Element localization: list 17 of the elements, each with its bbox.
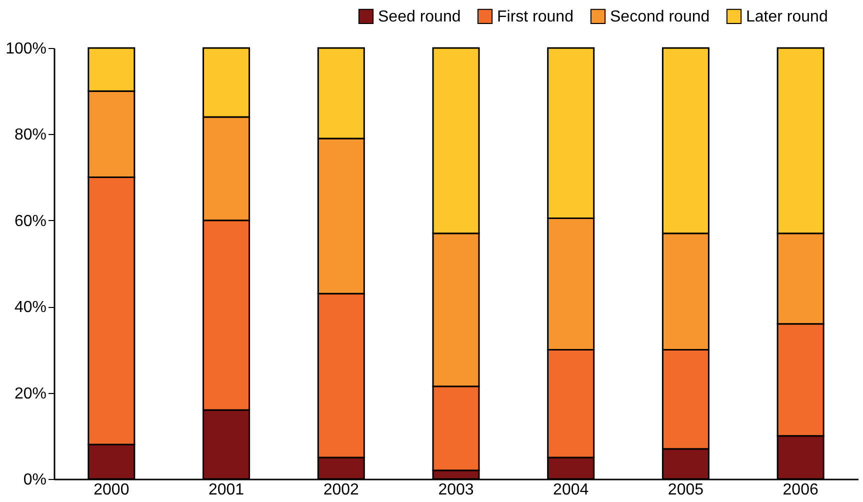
y-tick-label: 40%	[14, 299, 46, 316]
legend-label: Later round	[746, 8, 828, 26]
x-tick-label: 2001	[208, 482, 244, 498]
x-tick-label: 2004	[553, 482, 589, 498]
y-tick-label: 100%	[6, 40, 46, 58]
legend-label: Seed round	[378, 8, 461, 26]
legend-label: Second round	[610, 8, 710, 26]
x-tick-label: 2006	[782, 482, 818, 498]
legend-label: First round	[497, 8, 574, 26]
y-tick-label: 20%	[14, 385, 46, 402]
y-tick-label: 80%	[14, 126, 46, 144]
x-tick-label: 2002	[323, 482, 360, 498]
x-tick-label: 2003	[438, 482, 474, 498]
x-tick-label: 2000	[94, 482, 130, 498]
y-tick-label: 0%	[23, 472, 46, 488]
y-tick-label: 60%	[14, 212, 46, 230]
x-tick-label: 2005	[668, 482, 704, 498]
